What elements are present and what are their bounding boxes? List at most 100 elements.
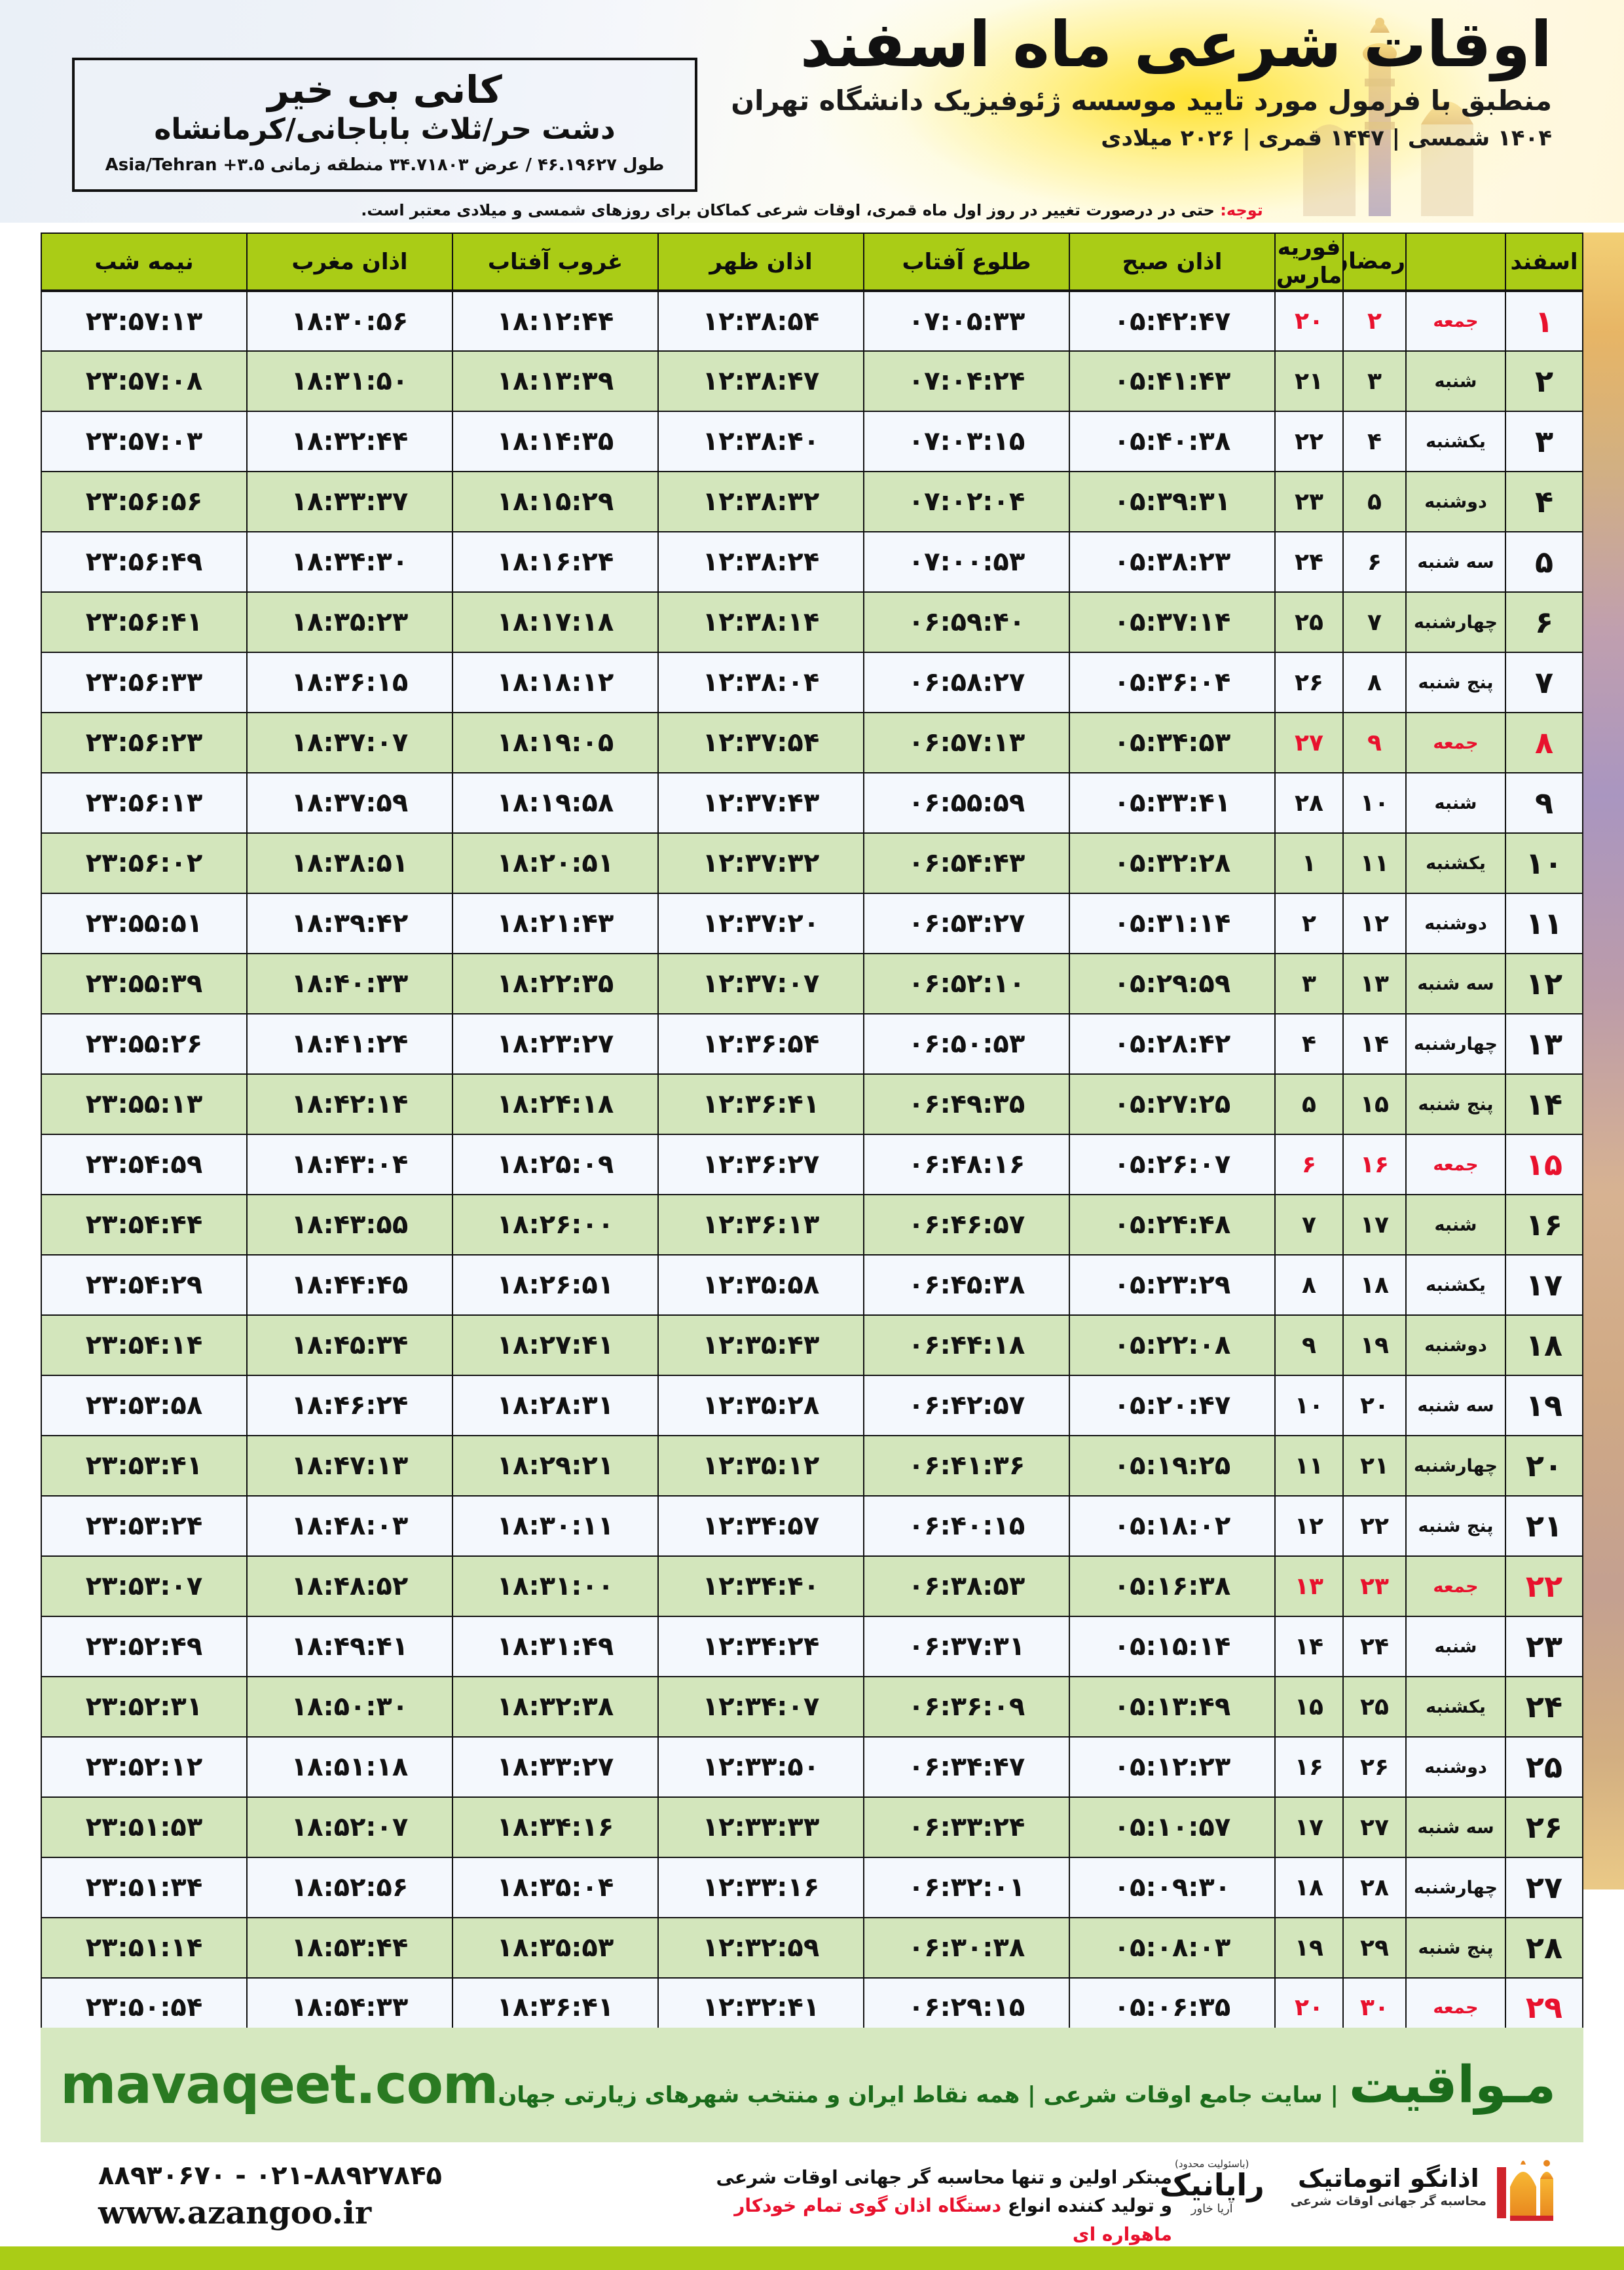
cell-hijri: ۲۸ bbox=[1342, 1857, 1407, 1918]
cell-sunset: ۱۸:۱۳:۳۹ bbox=[452, 350, 659, 412]
table-row: ۲۷ چهارشنبه ۲۸ ۱۸ ۰۵:۰۹:۳۰ ۰۶:۳۲:۰۱ ۱۲:۳۳:۱۶ ۱۸… bbox=[41, 1857, 1583, 1918]
cell-sunrise: ۰۶:۴۴:۱۸ bbox=[863, 1314, 1070, 1376]
cell-sunset: ۱۸:۲۲:۳۵ bbox=[452, 953, 659, 1014]
cell-maghrib: ۱۸:۳۷:۰۷ bbox=[246, 712, 453, 773]
cell-fajr: ۰۵:۳۳:۴۱ bbox=[1069, 772, 1276, 834]
cell-day: ۱۴ bbox=[1505, 1073, 1583, 1135]
cell-weekday: پنج شنبه bbox=[1405, 1073, 1506, 1135]
footer-desc-line1: مبتکر اولین و تنها محاسبه گر جهانی اوقات… bbox=[716, 2167, 1172, 2188]
cell-dhuhr: ۱۲:۳۸:۴۷ bbox=[657, 350, 864, 412]
cell-weekday: پنج شنبه bbox=[1405, 1495, 1506, 1557]
cell-gregorian: ۲۵ bbox=[1274, 591, 1344, 653]
cell-dhuhr: ۱۲:۳۵:۵۸ bbox=[657, 1254, 864, 1316]
cell-day: ۸ bbox=[1505, 712, 1583, 773]
cell-day: ۳ bbox=[1505, 411, 1583, 472]
cell-sunset: ۱۸:۱۲:۴۴ bbox=[452, 290, 659, 352]
cell-sunrise: ۰۶:۴۵:۳۸ bbox=[863, 1254, 1070, 1316]
cell-gregorian: ۲۱ bbox=[1274, 350, 1344, 412]
cell-day: ۱۳ bbox=[1505, 1013, 1583, 1075]
cell-dhuhr: ۱۲:۳۳:۵۰ bbox=[657, 1736, 864, 1798]
cell-day: ۱۹ bbox=[1505, 1375, 1583, 1436]
brand-domain[interactable]: mavaqeet.com bbox=[60, 2054, 498, 2116]
cell-weekday: دوشنبه bbox=[1405, 1736, 1506, 1798]
table-row: ۲۸ پنج شنبه ۲۹ ۱۹ ۰۵:۰۸:۰۳ ۰۶:۳۰:۳۸ ۱۲:۳۲:۵۹ ۱۸… bbox=[41, 1917, 1583, 1979]
cell-maghrib: ۱۸:۳۰:۵۶ bbox=[246, 290, 453, 352]
rayanik-sub2: خاور bbox=[1190, 2202, 1213, 2216]
cell-dhuhr: ۱۲:۳۸:۱۴ bbox=[657, 591, 864, 653]
cell-weekday: یکشنبه bbox=[1405, 1254, 1506, 1316]
table-row: ۱۸ دوشنبه ۱۹ ۹ ۰۵:۲۲:۰۸ ۰۶:۴۴:۱۸ ۱۲:۳۵:۴۳ ۱۸:۲۷… bbox=[41, 1314, 1583, 1376]
cell-sunrise: ۰۶:۳۰:۳۸ bbox=[863, 1917, 1070, 1979]
col-header-sunset: غروب آفتاب bbox=[452, 233, 659, 292]
prayer-times-table: اسفند رمضان فوریه مارس اذان صبح طلوع آفت… bbox=[41, 233, 1583, 2040]
cell-day: ۲۸ bbox=[1505, 1917, 1583, 1979]
rayanik-logo: (باسئولیت محدود) رایانیک آریا خاور bbox=[1160, 2158, 1271, 2216]
cell-fajr: ۰۵:۲۳:۲۹ bbox=[1069, 1254, 1276, 1316]
cell-sunrise: ۰۶:۳۳:۲۴ bbox=[863, 1796, 1070, 1858]
cell-sunrise: ۰۶:۳۲:۰۱ bbox=[863, 1857, 1070, 1918]
table-header-row: اسفند رمضان فوریه مارس اذان صبح طلوع آفت… bbox=[41, 233, 1583, 292]
cell-fajr: ۰۵:۰۹:۳۰ bbox=[1069, 1857, 1276, 1918]
col-header-gregorian-bottom: مارس bbox=[1276, 262, 1342, 289]
cell-sunset: ۱۸:۱۵:۲۹ bbox=[452, 471, 659, 532]
cell-fajr: ۰۵:۲۷:۲۵ bbox=[1069, 1073, 1276, 1135]
cell-weekday: یکشنبه bbox=[1405, 411, 1506, 472]
cell-midnight: ۲۳:۵۳:۰۷ bbox=[41, 1555, 248, 1617]
col-header-maghrib: اذان مغرب bbox=[246, 233, 453, 292]
cell-fajr: ۰۵:۱۸:۰۲ bbox=[1069, 1495, 1276, 1557]
cell-sunset: ۱۸:۲۷:۴۱ bbox=[452, 1314, 659, 1376]
cell-dhuhr: ۱۲:۳۶:۵۴ bbox=[657, 1013, 864, 1075]
col-header-midnight: نیمه شب bbox=[41, 233, 248, 292]
cell-gregorian: ۳ bbox=[1274, 953, 1344, 1014]
cell-sunset: ۱۸:۲۸:۳۱ bbox=[452, 1375, 659, 1436]
cell-sunrise: ۰۶:۵۹:۴۰ bbox=[863, 591, 1070, 653]
cell-fajr: ۰۵:۳۲:۲۸ bbox=[1069, 832, 1276, 894]
cell-sunset: ۱۸:۲۱:۴۳ bbox=[452, 893, 659, 954]
cell-weekday: جمعه bbox=[1405, 1555, 1506, 1617]
cell-day: ۱ bbox=[1505, 290, 1583, 352]
cell-sunrise: ۰۶:۳۸:۵۳ bbox=[863, 1555, 1070, 1617]
cell-sunrise: ۰۶:۵۰:۵۳ bbox=[863, 1013, 1070, 1075]
cell-midnight: ۲۳:۵۶:۲۳ bbox=[41, 712, 248, 773]
cell-weekday: شنبه bbox=[1405, 1616, 1506, 1677]
cell-fajr: ۰۵:۱۵:۱۴ bbox=[1069, 1616, 1276, 1677]
cell-fajr: ۰۵:۱۳:۴۹ bbox=[1069, 1676, 1276, 1738]
table-row: ۱۷ یکشنبه ۱۸ ۸ ۰۵:۲۳:۲۹ ۰۶:۴۵:۳۸ ۱۲:۳۵:۵۸ ۱۸:۲۶… bbox=[41, 1254, 1583, 1316]
cell-day: ۲۴ bbox=[1505, 1676, 1583, 1738]
cell-gregorian: ۲۰ bbox=[1274, 290, 1344, 352]
cell-sunset: ۱۸:۳۱:۰۰ bbox=[452, 1555, 659, 1617]
cell-sunset: ۱۸:۳۵:۵۳ bbox=[452, 1917, 659, 1979]
cell-midnight: ۲۳:۵۴:۴۴ bbox=[41, 1194, 248, 1256]
table-row: ۱۵ جمعه ۱۶ ۶ ۰۵:۲۶:۰۷ ۰۶:۴۸:۱۶ ۱۲:۳۶:۲۷ ۱۸:۲۵:۰… bbox=[41, 1134, 1583, 1195]
cell-hijri: ۲۴ bbox=[1342, 1616, 1407, 1677]
cell-sunrise: ۰۶:۴۹:۳۵ bbox=[863, 1073, 1070, 1135]
cell-hijri: ۳ bbox=[1342, 350, 1407, 412]
table-row: ۱۰ یکشنبه ۱۱ ۱ ۰۵:۳۲:۲۸ ۰۶:۵۴:۴۳ ۱۲:۳۷:۳۲ ۱۸:۲۰… bbox=[41, 832, 1583, 894]
cell-weekday: چهارشنبه bbox=[1405, 1013, 1506, 1075]
cell-weekday: جمعه bbox=[1405, 712, 1506, 773]
azangoo-subtitle: محاسبه گر جهانی اوقات شرعی bbox=[1290, 2193, 1486, 2208]
footer-phone: ۰۲۱-۸۸۹۲۷۸۴۵ - ۸۸۹۳۰۶۷۰ bbox=[98, 2161, 442, 2191]
footer-description: مبتکر اولین و تنها محاسبه گر جهانی اوقات… bbox=[661, 2163, 1172, 2248]
footer-website[interactable]: www.azangoo.ir bbox=[98, 2195, 372, 2231]
cell-dhuhr: ۱۲:۳۴:۴۰ bbox=[657, 1555, 864, 1617]
col-header-weekday bbox=[1405, 233, 1506, 292]
table-row: ۲۵ دوشنبه ۲۶ ۱۶ ۰۵:۱۲:۲۳ ۰۶:۳۴:۴۷ ۱۲:۳۳:۵۰ ۱۸:۳… bbox=[41, 1736, 1583, 1798]
cell-hijri: ۱۵ bbox=[1342, 1073, 1407, 1135]
cell-dhuhr: ۱۲:۳۴:۲۴ bbox=[657, 1616, 864, 1677]
cell-sunset: ۱۸:۱۹:۵۸ bbox=[452, 772, 659, 834]
cell-fajr: ۰۵:۴۲:۴۷ bbox=[1069, 290, 1276, 352]
cell-gregorian: ۲ bbox=[1274, 893, 1344, 954]
cell-dhuhr: ۱۲:۳۷:۴۳ bbox=[657, 772, 864, 834]
cell-maghrib: ۱۸:۴۳:۰۴ bbox=[246, 1134, 453, 1195]
table-row: ۱۱ دوشنبه ۱۲ ۲ ۰۵:۳۱:۱۴ ۰۶:۵۳:۲۷ ۱۲:۳۷:۲۰ ۱۸:۲۱… bbox=[41, 893, 1583, 954]
cell-sunset: ۱۸:۲۴:۱۸ bbox=[452, 1073, 659, 1135]
cell-gregorian: ۲۲ bbox=[1274, 411, 1344, 472]
cell-gregorian: ۱۱ bbox=[1274, 1435, 1344, 1497]
cell-gregorian: ۹ bbox=[1274, 1314, 1344, 1376]
cell-weekday: چهارشنبه bbox=[1405, 1857, 1506, 1918]
cell-sunrise: ۰۶:۴۸:۱۶ bbox=[863, 1134, 1070, 1195]
cell-fajr: ۰۵:۲۹:۵۹ bbox=[1069, 953, 1276, 1014]
table-row: ۱۳ چهارشنبه ۱۴ ۴ ۰۵:۲۸:۴۲ ۰۶:۵۰:۵۳ ۱۲:۳۶:۵۴ ۱۸:… bbox=[41, 1013, 1583, 1075]
table-row: ۹ شنبه ۱۰ ۲۸ ۰۵:۳۳:۴۱ ۰۶:۵۵:۵۹ ۱۲:۳۷:۴۳ ۱۸:۱۹:۵… bbox=[41, 772, 1583, 834]
